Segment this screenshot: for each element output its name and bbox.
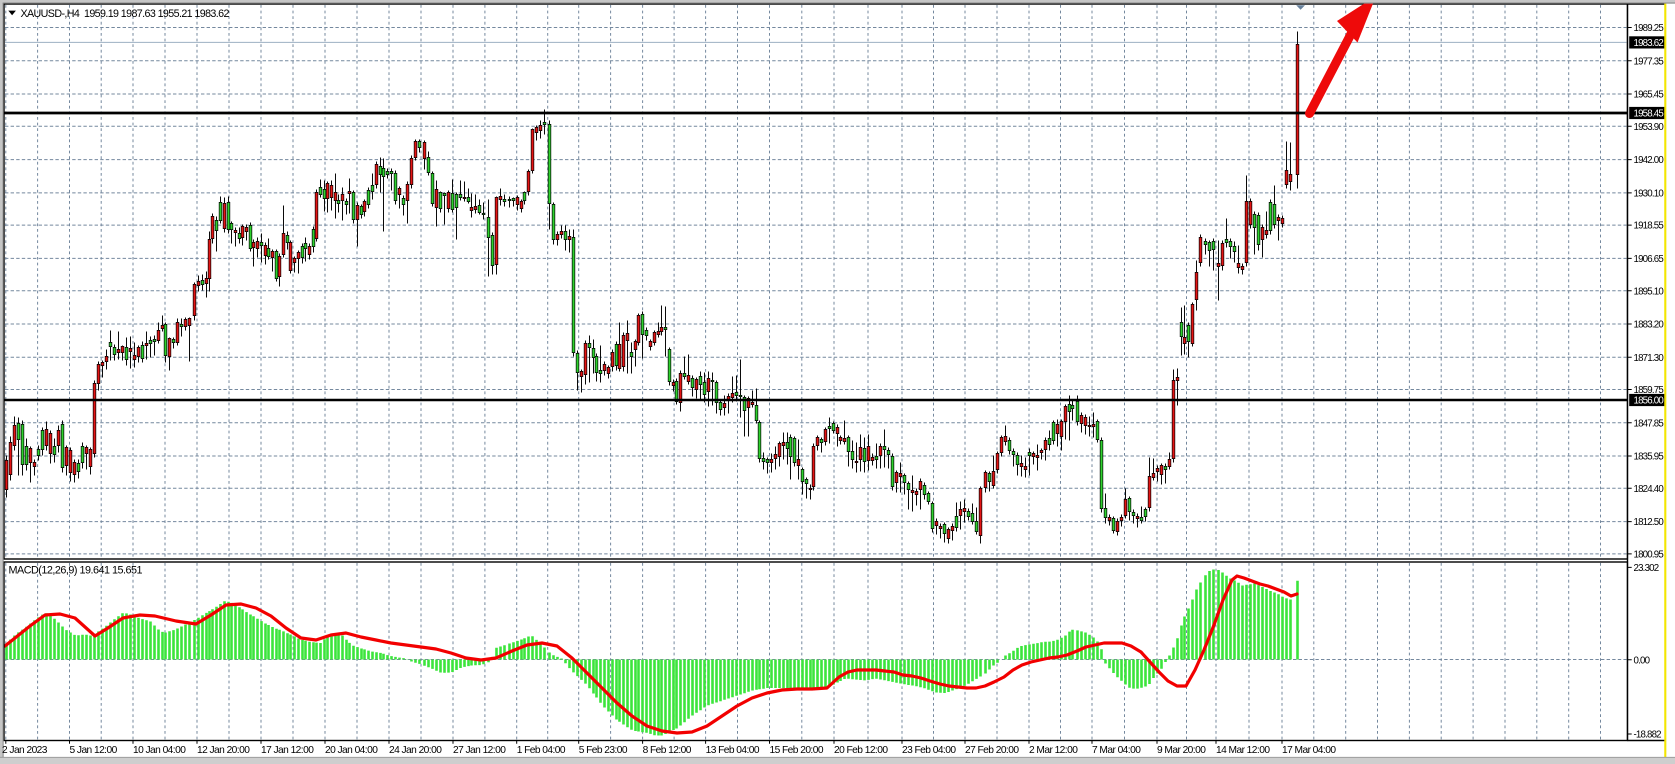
svg-text:2 Jan 2023: 2 Jan 2023	[2, 745, 48, 756]
svg-text:1 Feb 04:00: 1 Feb 04:00	[517, 745, 566, 756]
svg-text:20 Jan 04:00: 20 Jan 04:00	[325, 745, 378, 756]
svg-text:MACD(12,26,9) 19.641 15.651: MACD(12,26,9) 19.641 15.651	[9, 564, 143, 576]
svg-text:1859.75: 1859.75	[1634, 385, 1664, 396]
svg-text:-18.882: -18.882	[1634, 730, 1662, 741]
svg-text:1965.45: 1965.45	[1634, 90, 1664, 101]
svg-text:1930.10: 1930.10	[1634, 189, 1665, 200]
svg-text:24 Jan 20:00: 24 Jan 20:00	[389, 745, 442, 756]
svg-text:1812.50: 1812.50	[1634, 517, 1665, 528]
svg-text:1977.35: 1977.35	[1634, 56, 1664, 67]
svg-text:12 Jan 20:00: 12 Jan 20:00	[197, 745, 250, 756]
svg-text:10 Jan 04:00: 10 Jan 04:00	[133, 745, 186, 756]
svg-text:1989.25: 1989.25	[1634, 23, 1664, 34]
svg-text:1883.20: 1883.20	[1634, 320, 1665, 331]
svg-text:23 Feb 04:00: 23 Feb 04:00	[902, 745, 956, 756]
svg-text:1895.10: 1895.10	[1634, 286, 1665, 297]
svg-text:1942.00: 1942.00	[1634, 155, 1665, 166]
svg-text:23.302: 23.302	[1634, 563, 1659, 574]
svg-text:8 Feb 12:00: 8 Feb 12:00	[643, 745, 692, 756]
svg-text:27 Feb 20:00: 27 Feb 20:00	[965, 745, 1019, 756]
svg-text:1906.65: 1906.65	[1634, 254, 1664, 265]
svg-text:7 Mar 04:00: 7 Mar 04:00	[1092, 745, 1141, 756]
svg-text:1953.90: 1953.90	[1634, 122, 1665, 133]
svg-text:13 Feb 04:00: 13 Feb 04:00	[706, 745, 760, 756]
svg-text:0.00: 0.00	[1634, 655, 1651, 666]
svg-text:20 Feb 12:00: 20 Feb 12:00	[834, 745, 888, 756]
svg-text:XAUUSD-,H4 1959.19 1987.63 19: XAUUSD-,H4 1959.19 1987.63 1955.21 1983.…	[21, 8, 230, 20]
svg-text:14 Mar 12:00: 14 Mar 12:00	[1216, 745, 1270, 756]
svg-text:2 Mar 12:00: 2 Mar 12:00	[1029, 745, 1078, 756]
svg-text:1958.45: 1958.45	[1634, 109, 1664, 120]
svg-text:5 Jan 12:00: 5 Jan 12:00	[70, 745, 118, 756]
svg-text:1918.55: 1918.55	[1634, 221, 1664, 232]
svg-text:5 Feb 23:00: 5 Feb 23:00	[579, 745, 628, 756]
svg-text:1871.30: 1871.30	[1634, 353, 1665, 364]
svg-text:27 Jan 12:00: 27 Jan 12:00	[453, 745, 506, 756]
svg-text:1847.85: 1847.85	[1634, 418, 1664, 429]
svg-text:9 Mar 20:00: 9 Mar 20:00	[1157, 745, 1206, 756]
svg-text:1800.95: 1800.95	[1634, 550, 1664, 561]
svg-text:1856.00: 1856.00	[1634, 396, 1665, 407]
svg-text:1824.40: 1824.40	[1634, 484, 1665, 495]
svg-text:1835.95: 1835.95	[1634, 452, 1664, 463]
svg-text:1983.62: 1983.62	[1634, 38, 1664, 49]
svg-text:17 Jan 12:00: 17 Jan 12:00	[261, 745, 314, 756]
svg-text:17 Mar 04:00: 17 Mar 04:00	[1282, 745, 1336, 756]
svg-text:15 Feb 20:00: 15 Feb 20:00	[770, 745, 824, 756]
